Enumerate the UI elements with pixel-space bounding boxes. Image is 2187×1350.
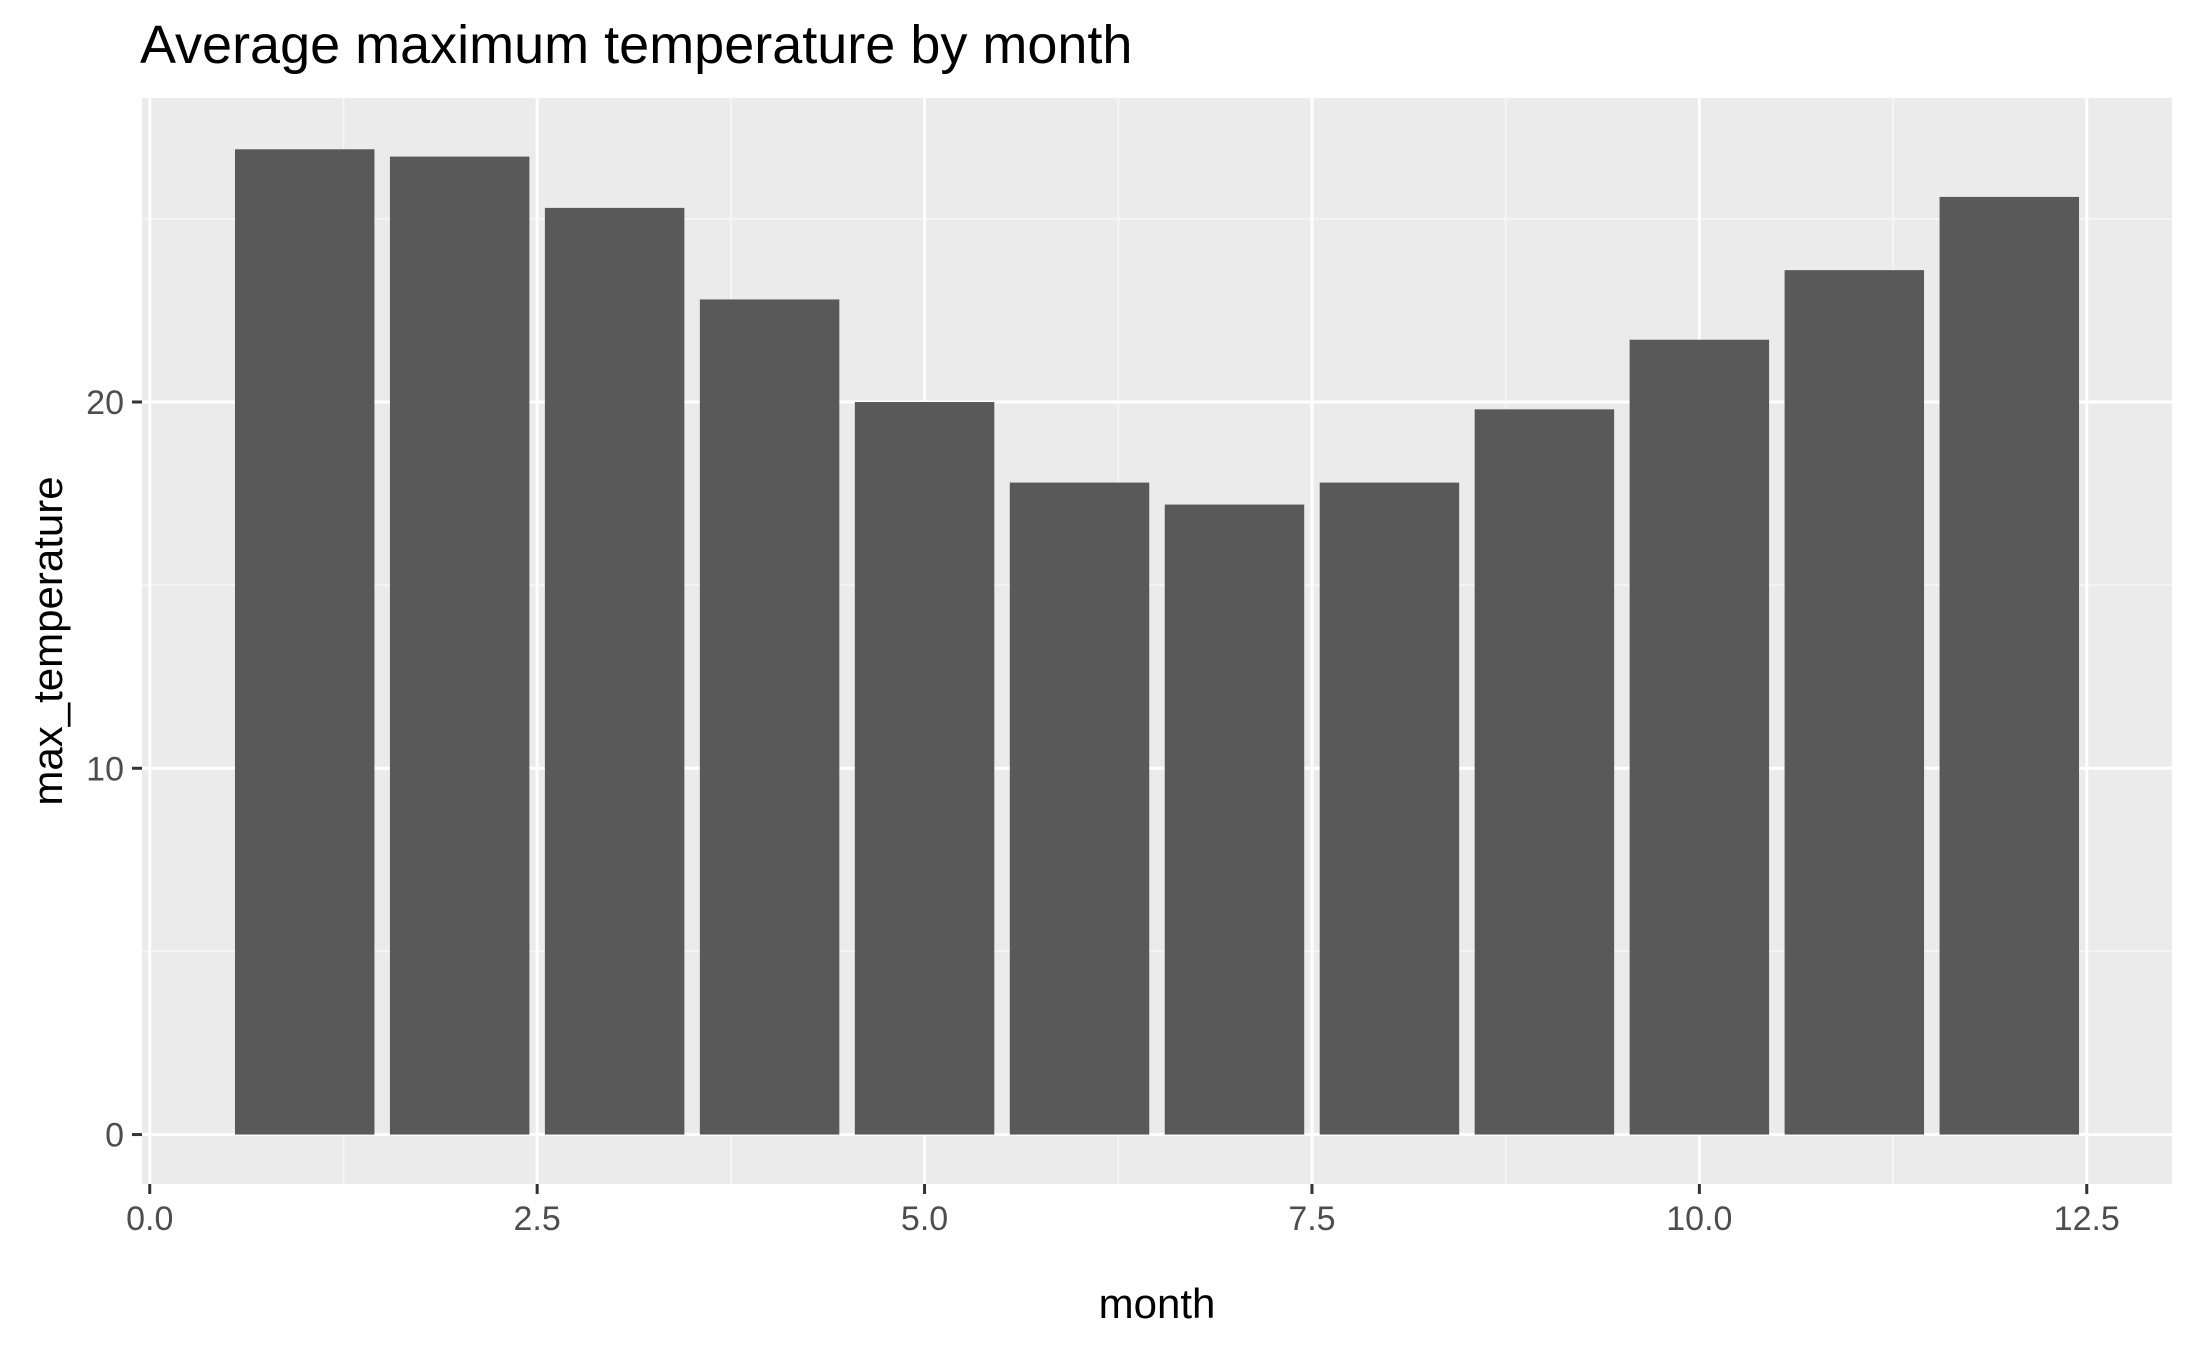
y-tick-label: 0 [105,1117,124,1155]
bar-month-5 [854,402,995,1135]
bar-month-10 [1629,339,1770,1135]
y-tick-label: 10 [86,750,124,788]
x-axis-title: month [1099,1280,1216,1327]
bar-month-8 [1319,482,1460,1135]
x-tick-label: 2.5 [514,1200,561,1238]
bar-month-7 [1164,504,1305,1135]
y-tick-label: 20 [86,384,124,422]
x-tick-label: 0.0 [126,1200,173,1238]
bar-month-11 [1784,270,1925,1135]
x-tick-label: 7.5 [1288,1200,1335,1238]
chart-title: Average maximum temperature by month [140,15,1133,75]
y-axis-title: max_temperature [24,476,71,805]
x-tick-label: 12.5 [2054,1200,2120,1238]
bar-month-12 [1939,196,2080,1135]
bar-month-1 [234,149,375,1135]
bar-series [234,149,2080,1135]
y-axis: 0 10 20 [86,384,142,1155]
bar-month-3 [544,207,685,1135]
bar-month-9 [1474,409,1615,1135]
x-tick-label: 10.0 [1666,1200,1732,1238]
x-tick-label: 5.0 [901,1200,948,1238]
bar-month-6 [1009,482,1150,1135]
bar-month-4 [699,299,840,1135]
x-axis: 0.0 2.5 5.0 7.5 10.0 12.5 [126,1184,2120,1238]
bar-month-2 [389,156,530,1135]
